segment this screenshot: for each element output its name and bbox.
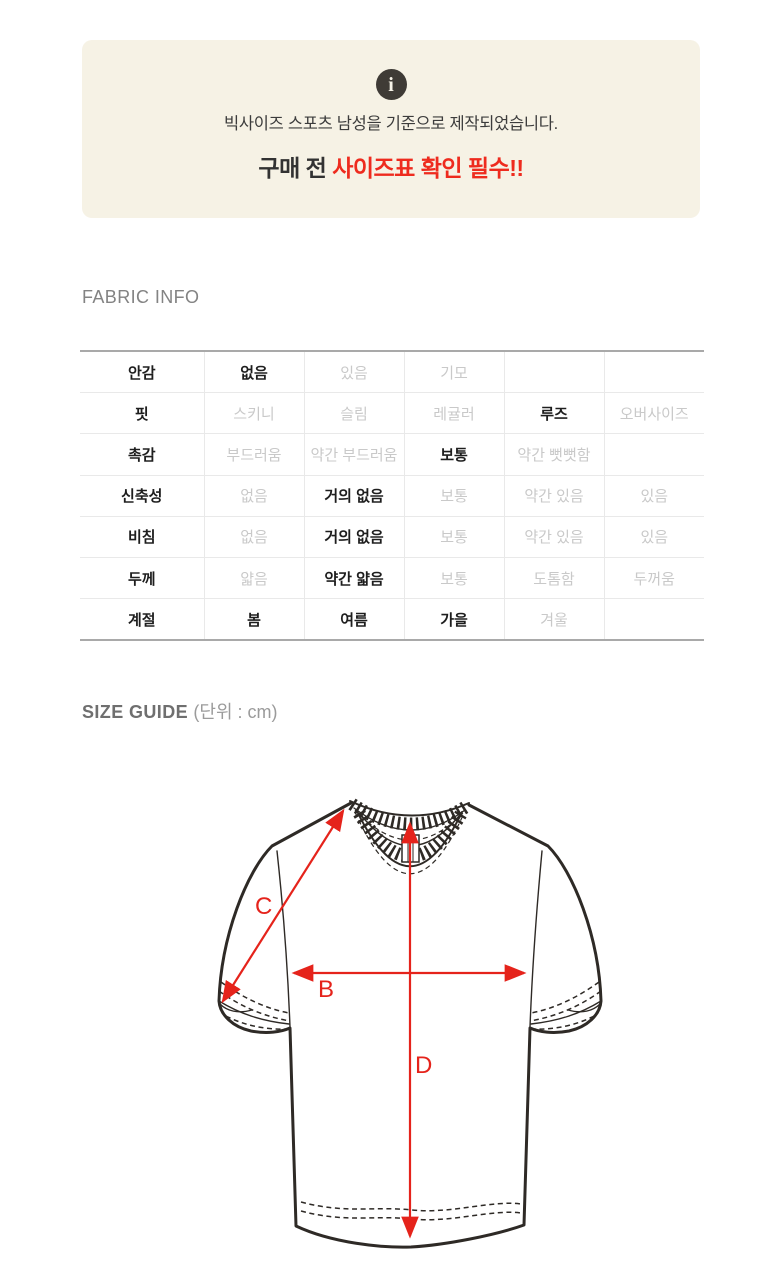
fabric-cell: 약간 뻣뻣함 <box>504 433 605 476</box>
hem-stitches <box>300 1201 522 1221</box>
fabric-cell <box>604 351 704 394</box>
fabric-cell-selected: 거의 없음 <box>304 516 405 558</box>
fabric-cell-selected: 루즈 <box>504 392 605 435</box>
size-guide-diagram: C B D <box>217 798 603 1249</box>
fabric-table-row: 두께 얇음 약간 얇음 보통 도톰함 두꺼움 <box>80 557 704 600</box>
fabric-cell: 있음 <box>304 351 405 394</box>
fabric-cell-selected: 거의 없음 <box>304 475 405 517</box>
armhole-seam-right <box>529 850 543 1028</box>
label-b: B <box>318 976 334 1003</box>
measurement-arrows: C B D <box>221 808 527 1239</box>
fabric-cell: 슬림 <box>304 392 405 435</box>
fabric-cell: 부드러움 <box>204 433 305 476</box>
fabric-row-label: 신축성 <box>80 475 205 517</box>
fabric-table-row: 신축성 없음 거의 없음 보통 약간 있음 있음 <box>80 475 704 517</box>
fabric-row-label: 두께 <box>80 557 205 600</box>
fabric-cell: 두꺼움 <box>604 557 704 600</box>
fabric-cell: 약간 있음 <box>504 516 605 558</box>
fabric-table-row: 촉감 부드러움 약간 부드러움 보통 약간 뻣뻣함 <box>80 433 704 476</box>
fabric-cell: 기모 <box>404 351 505 394</box>
fabric-table-row: 비침 없음 거의 없음 보통 약간 있음 있음 <box>80 516 704 558</box>
cuff-stitches <box>218 981 602 1030</box>
fabric-cell: 약간 부드러움 <box>304 433 405 476</box>
fabric-table-body: 안감 없음 있음 기모 핏 스키니 슬림 레귤러 루즈 오버사이즈 촉감 부드러움 약간 부드러움 보통 약… <box>80 351 704 641</box>
info-icon: i <box>375 69 407 100</box>
fabric-row-label: 안감 <box>80 351 205 394</box>
fabric-row-label: 촉감 <box>80 433 205 476</box>
fabric-cell: 약간 있음 <box>504 475 605 517</box>
fabric-row-label: 계절 <box>80 598 205 641</box>
fabric-cell: 겨울 <box>504 598 605 641</box>
label-c: C <box>255 893 272 920</box>
fabric-cell: 있음 <box>604 516 704 558</box>
fabric-info-title: FABRIC INFO <box>82 287 200 307</box>
fabric-table-row: 계절 봄 여름 가을 겨울 <box>80 598 704 641</box>
fabric-table-row: 핏 스키니 슬림 레귤러 루즈 오버사이즈 <box>80 392 704 435</box>
fabric-cell <box>604 599 704 641</box>
fabric-cell: 없음 <box>204 516 305 558</box>
notice-line2-prefix: 구매 전 <box>258 155 333 181</box>
fabric-cell: 보통 <box>404 516 505 558</box>
fabric-cell: 도톰함 <box>504 557 605 600</box>
fabric-table: 안감 없음 있음 기모 핏 스키니 슬림 레귤러 루즈 오버사이즈 촉감 부드러움 약간 부드러움 보통 약… <box>80 350 704 642</box>
fabric-cell-selected: 가을 <box>404 598 505 641</box>
fabric-cell: 보통 <box>404 475 505 517</box>
fabric-cell-selected: 보통 <box>404 433 505 476</box>
fabric-cell: 오버사이즈 <box>604 392 704 435</box>
notice-line1: 빅사이즈 스포츠 남성을 기준으로 제작되었습니다. <box>224 115 558 133</box>
fabric-cell: 스키니 <box>204 392 305 435</box>
size-guide-title: SIZE GUIDE (단위 : cm) <box>82 698 278 724</box>
fabric-cell-selected: 없음 <box>204 351 305 394</box>
arrow-c <box>221 808 345 1004</box>
fabric-row-label: 핏 <box>80 392 205 435</box>
fabric-cell-selected: 약간 얇음 <box>304 557 405 600</box>
fabric-cell: 얇음 <box>204 557 305 600</box>
size-guide-title-text: SIZE GUIDE <box>82 702 189 722</box>
fabric-cell <box>604 433 704 476</box>
fabric-cell: 있음 <box>604 475 704 517</box>
label-d: D <box>415 1052 432 1079</box>
fabric-cell <box>504 351 605 394</box>
notice-line2-highlight: 사이즈표 확인 필수!! <box>332 155 524 181</box>
fabric-cell-selected: 봄 <box>204 598 305 641</box>
fabric-cell-selected: 여름 <box>304 598 405 641</box>
size-guide-unit: (단위 : cm) <box>193 702 278 722</box>
fabric-row-label: 비침 <box>80 516 205 558</box>
fabric-cell: 없음 <box>204 475 305 517</box>
notice-line2: 구매 전 사이즈표 확인 필수!! <box>82 149 700 183</box>
fabric-cell: 레귤러 <box>404 392 505 435</box>
fabric-cell: 보통 <box>404 557 505 600</box>
armhole-seam-left <box>276 850 291 1028</box>
fabric-table-row: 안감 없음 있음 기모 <box>80 351 704 394</box>
notice-box: i 빅사이즈 스포츠 남성을 기준으로 제작되었습니다. 구매 전 사이즈표 확… <box>82 40 700 218</box>
